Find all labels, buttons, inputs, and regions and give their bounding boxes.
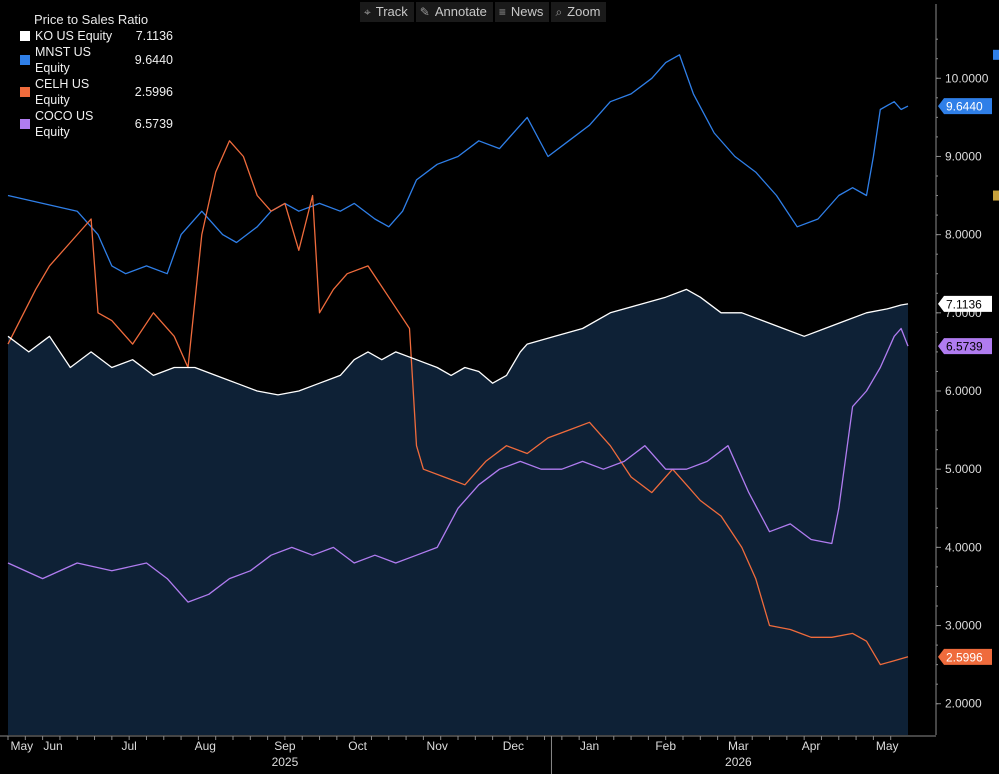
track-button[interactable]: ⌖ Track [360, 2, 414, 22]
badge-value: 6.5739 [946, 340, 983, 354]
legend-value-ko: 7.1136 [135, 29, 173, 43]
y-tick-label: 10.0000 [945, 71, 989, 85]
track-label: Track [375, 4, 408, 19]
x-month-label: May [876, 739, 899, 753]
x-month-label: Aug [195, 739, 216, 753]
offscreen-series-marker [993, 49, 999, 60]
x-month-label: Apr [802, 739, 821, 753]
zoom-button[interactable]: ⌕ Zoom [551, 2, 607, 22]
zoom-label: Zoom [567, 4, 601, 19]
x-year-label: 2026 [725, 755, 752, 769]
y-tick-label: 6.0000 [945, 384, 982, 398]
badge-value: 9.6440 [946, 100, 983, 114]
badge-shape [938, 295, 992, 312]
legend-item-celh[interactable]: CELH US Equity 2.5996 [20, 76, 173, 108]
legend-title: Price to Sales Ratio [34, 12, 149, 27]
chart-legend: Price to Sales Ratio KO US Equity 7.1136… [14, 10, 181, 144]
area-ko [8, 289, 908, 735]
legend-name-ko: KO US Equity [35, 29, 113, 43]
badge-celh: 2.5996 [938, 648, 992, 665]
annotate-label: Annotate [434, 4, 487, 19]
legend-swatch-celh [20, 87, 30, 97]
magnifier-icon: ⌕ [555, 5, 563, 19]
x-axis: May Jun Jul Aug Sep Oct Nov Dec Jan Feb Mar Apr May 2… [0, 735, 936, 774]
last-value-badges: 7.1136 9.6440 2.5996 6.5739 [938, 98, 992, 665]
y-tick-label: 2.0000 [945, 697, 982, 711]
series-line-mnst [7, 54, 909, 275]
crosshair-icon: ⌖ [364, 5, 371, 19]
x-month-label: Feb [655, 739, 676, 753]
badge-shape [938, 98, 992, 115]
x-month-label: Jul [121, 739, 136, 753]
x-month-label: Dec [503, 739, 524, 753]
annotate-button[interactable]: ✎ Annotate [415, 2, 493, 22]
series-line-coco [7, 327, 909, 603]
offscreen-series-marker [993, 190, 999, 201]
badge-coco: 6.5739 [938, 338, 992, 355]
news-label: News [510, 4, 544, 19]
legend-item-ko[interactable]: KO US Equity 7.1136 [20, 28, 173, 44]
badge-ko: 7.1136 [938, 295, 992, 312]
legend-item-mnst[interactable]: MNST US Equity 9.6440 [20, 44, 173, 76]
legend-value-mnst: 9.6440 [134, 53, 173, 67]
legend-swatch-ko [20, 31, 30, 41]
badge-value: 7.1136 [946, 297, 982, 311]
badge-shape [938, 648, 992, 665]
badge-shape [938, 338, 992, 355]
chart-toolbar: ⌖ Track ✎ Annotate ≡ News ⌕ Zoom [360, 2, 607, 22]
y-tick-label: 3.0000 [945, 619, 982, 633]
y-tick-label: 5.0000 [945, 462, 982, 476]
series-line-celh [7, 140, 909, 666]
pencil-icon: ✎ [419, 5, 430, 19]
x-month-label: May [11, 739, 34, 753]
x-month-label: Nov [427, 739, 448, 753]
y-tick-label: 8.0000 [945, 228, 982, 242]
news-icon: ≡ [498, 5, 506, 19]
x-month-label: Oct [348, 739, 367, 753]
legend-item-coco[interactable]: COCO US Equity 6.5739 [20, 108, 173, 140]
legend-value-coco: 6.5739 [134, 117, 173, 131]
x-month-label: Jun [43, 739, 62, 753]
legend-name-celh: CELH US Equity [35, 77, 90, 107]
x-year-label: 2025 [272, 755, 299, 769]
legend-value-celh: 2.5996 [134, 85, 173, 99]
news-button[interactable]: ≡ News [494, 2, 550, 22]
badge-value: 2.5996 [946, 650, 983, 664]
series-line-ko [7, 288, 909, 396]
legend-swatch-coco [20, 119, 30, 129]
x-month-label: Jan [580, 739, 599, 753]
x-month-label: Mar [728, 739, 749, 753]
x-month-label: Sep [274, 739, 296, 753]
y-tick-label: 9.0000 [945, 149, 982, 163]
y-tick-label: 4.0000 [945, 540, 982, 554]
badge-mnst: 9.6440 [938, 98, 992, 115]
legend-swatch-mnst [20, 55, 30, 65]
legend-name-coco: COCO US Equity [35, 109, 94, 139]
legend-name-mnst: MNST US Equity [35, 45, 92, 75]
